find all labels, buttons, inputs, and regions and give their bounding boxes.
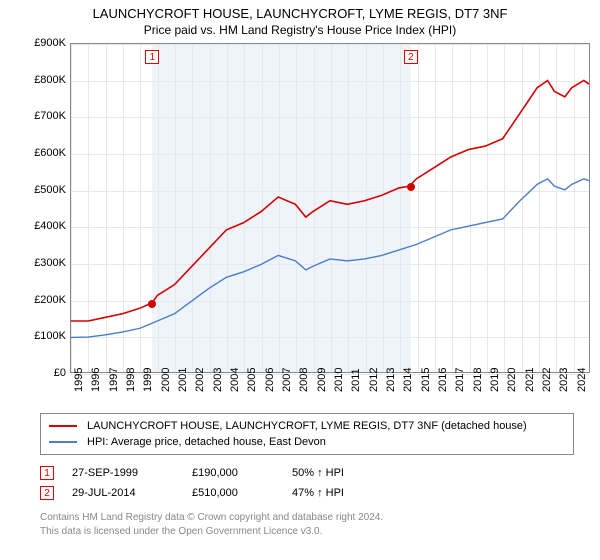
- series-hpi: [71, 179, 589, 338]
- series-property: [71, 80, 589, 321]
- legend-swatch: [49, 425, 77, 427]
- x-tick-label: 1996: [90, 368, 102, 392]
- y-tick-label: £600K: [26, 147, 66, 159]
- plot-region: 12: [70, 43, 590, 373]
- x-tick-label: 2016: [437, 368, 449, 392]
- x-tick-label: 2020: [506, 368, 518, 392]
- x-tick-label: 2005: [246, 368, 258, 392]
- sale-marker-box: 1: [145, 50, 159, 64]
- x-tick-label: 2008: [298, 368, 310, 392]
- x-tick-label: 2019: [489, 368, 501, 392]
- sale-delta: 47% ↑ HPI: [292, 487, 392, 499]
- sale-date: 27-SEP-1999: [72, 467, 192, 479]
- x-tick-label: 2004: [229, 368, 241, 392]
- sales-table: 1 27-SEP-1999£190,00050% ↑ HPI 2 29-JUL-201…: [40, 463, 574, 503]
- x-tick-label: 1999: [142, 368, 154, 392]
- sale-marker-icon: 1: [40, 466, 54, 480]
- sale-date: 29-JUL-2014: [72, 487, 192, 499]
- sale-row: 1 27-SEP-1999£190,00050% ↑ HPI: [40, 463, 574, 483]
- sale-marker-dot: [148, 300, 156, 308]
- y-tick-label: £400K: [26, 220, 66, 232]
- x-tick-label: 2023: [558, 368, 570, 392]
- sale-marker-dot: [407, 183, 415, 191]
- y-tick-label: £700K: [26, 110, 66, 122]
- y-tick-label: £500K: [26, 184, 66, 196]
- y-tick-label: £100K: [26, 330, 66, 342]
- x-tick-label: 2007: [281, 368, 293, 392]
- x-tick-label: 2009: [316, 368, 328, 392]
- sale-price: £190,000: [192, 467, 292, 479]
- legend-row: HPI: Average price, detached house, East…: [49, 434, 565, 450]
- y-tick-label: £0: [26, 367, 66, 379]
- x-tick-label: 2011: [350, 368, 362, 392]
- legend: LAUNCHYCROFT HOUSE, LAUNCHYCROFT, LYME R…: [40, 413, 574, 455]
- y-tick-label: £200K: [26, 294, 66, 306]
- legend-label: LAUNCHYCROFT HOUSE, LAUNCHYCROFT, LYME R…: [87, 420, 527, 432]
- x-tick-label: 2013: [385, 368, 397, 392]
- x-tick-label: 2010: [333, 368, 345, 392]
- x-tick-label: 2018: [472, 368, 484, 392]
- footer-line: Contains HM Land Registry data © Crown c…: [40, 511, 590, 525]
- y-tick-label: £300K: [26, 257, 66, 269]
- x-tick-label: 2006: [264, 368, 276, 392]
- chart-area: 12 £0£100K£200K£300K£400K£500K£600K£700K…: [30, 43, 590, 403]
- footer-line: This data is licensed under the Open Gov…: [40, 525, 590, 539]
- legend-swatch: [49, 441, 77, 443]
- chart-subtitle: Price paid vs. HM Land Registry's House …: [10, 23, 590, 37]
- x-tick-label: 2003: [212, 368, 224, 392]
- x-tick-label: 2021: [524, 368, 536, 392]
- chart-title: LAUNCHYCROFT HOUSE, LAUNCHYCROFT, LYME R…: [10, 6, 590, 21]
- y-tick-label: £800K: [26, 74, 66, 86]
- sale-marker-icon: 2: [40, 486, 54, 500]
- x-tick-label: 2022: [541, 368, 553, 392]
- x-tick-label: 1997: [108, 368, 120, 392]
- x-tick-label: 2002: [194, 368, 206, 392]
- x-tick-label: 2000: [160, 368, 172, 392]
- x-tick-label: 2001: [177, 368, 189, 392]
- footer-attribution: Contains HM Land Registry data © Crown c…: [40, 511, 590, 538]
- x-tick-label: 2015: [420, 368, 432, 392]
- y-tick-label: £900K: [26, 37, 66, 49]
- x-tick-label: 1995: [73, 368, 85, 392]
- x-tick-label: 2017: [454, 368, 466, 392]
- chart-container: LAUNCHYCROFT HOUSE, LAUNCHYCROFT, LYME R…: [0, 0, 600, 560]
- sale-row: 2 29-JUL-2014£510,00047% ↑ HPI: [40, 483, 574, 503]
- sale-delta: 50% ↑ HPI: [292, 467, 392, 479]
- x-tick-label: 1998: [125, 368, 137, 392]
- x-tick-label: 2014: [402, 368, 414, 392]
- sale-price: £510,000: [192, 487, 292, 499]
- sale-marker-box: 2: [404, 50, 418, 64]
- x-tick-label: 2024: [576, 368, 588, 392]
- x-tick-label: 2012: [368, 368, 380, 392]
- line-series: [71, 44, 589, 372]
- legend-row: LAUNCHYCROFT HOUSE, LAUNCHYCROFT, LYME R…: [49, 418, 565, 434]
- legend-label: HPI: Average price, detached house, East…: [87, 436, 326, 448]
